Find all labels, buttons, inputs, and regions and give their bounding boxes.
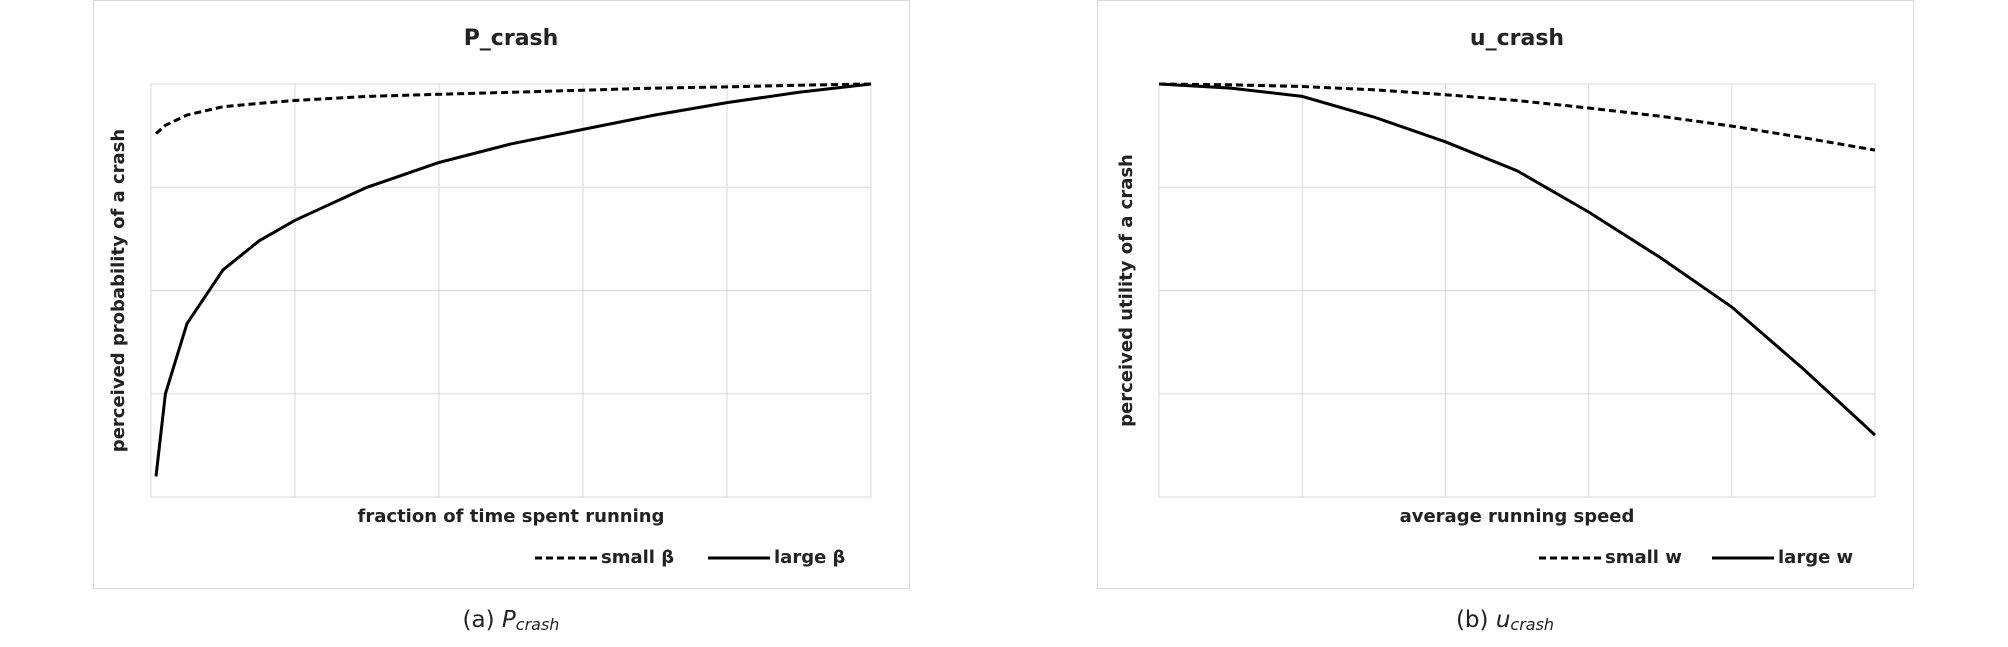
caption: (b) ucrash [1456,607,1554,634]
line-series [154,82,872,477]
caption-subscript: crash [516,615,560,634]
caption-subscript: crash [1510,615,1554,634]
chart-title: u_crash [1470,26,1564,51]
line-series [1158,82,1877,437]
line-series [1158,82,1876,152]
legend-label: large w [1778,547,1853,568]
x-axis-label: average running speed [1400,506,1635,527]
legend-label: large β [774,547,846,568]
caption-prefix: (a) [463,607,502,633]
panel-frame [93,0,910,589]
y-axis-label: perceived utility of a crash [1116,154,1137,427]
caption-symbol: u [1496,607,1511,633]
x-axis-label: fraction of time spent running [358,506,665,527]
caption-prefix: (b) [1456,607,1496,633]
caption-symbol: P [502,607,516,633]
chart-title: P_crash [464,26,559,51]
caption: (a) Pcrash [463,607,560,634]
line-series [155,82,872,135]
legend-label: small β [601,547,674,568]
y-axis-label: perceived probability of a crash [108,129,129,452]
legend-label: small w [1605,547,1682,568]
